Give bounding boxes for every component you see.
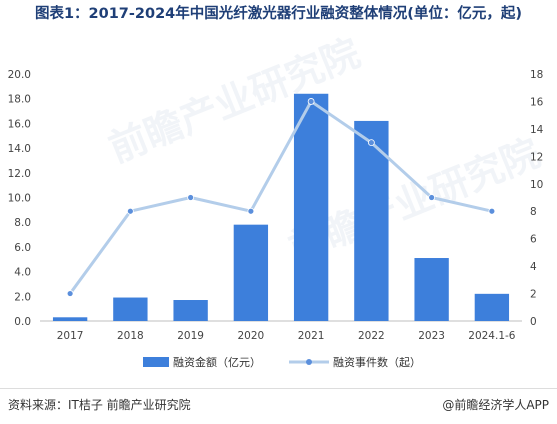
y-right-tick-label: 2 (530, 289, 537, 301)
bar (474, 293, 510, 321)
y-left-tick-label: 6.0 (14, 242, 31, 254)
legend-label: 融资金额（亿元） (173, 355, 261, 369)
x-tick-label: 2017 (57, 330, 84, 342)
line-point (247, 207, 255, 215)
x-tick-label: 2020 (238, 330, 265, 342)
bar (173, 300, 208, 321)
bar (233, 224, 269, 321)
y-left-tick-label: 4.0 (14, 267, 31, 279)
footer-divider (0, 388, 557, 389)
y-left-tick-label: 20.0 (8, 69, 31, 81)
combo-chart: 0.0 2.0 4.0 6.0 8.0 10.0 12.0 14.0 16.0 18.0 20.0 0… (8, 69, 544, 369)
brand-credit: @前瞻经济学人APP (442, 398, 549, 412)
legend-swatch-bar (143, 357, 169, 367)
y-left-tick-label: 14.0 (8, 143, 31, 155)
legend-label: 融资事件数（起） (333, 356, 421, 369)
y-left-tick-label: 18.0 (8, 94, 31, 106)
line-point (126, 207, 134, 215)
x-tick-label: 2023 (418, 330, 445, 342)
line-point (428, 194, 436, 201)
source-note: 资料来源：IT桔子 前瞻产业研究院 (8, 398, 191, 412)
y-right-tick-label: 8 (530, 206, 537, 218)
y-left-tick-label: 0.0 (14, 316, 31, 328)
legend-swatch-point (306, 359, 312, 365)
y-left-tick-label: 12.0 (8, 168, 31, 180)
bar (414, 258, 449, 321)
y-left-tick-label: 16.0 (8, 118, 31, 130)
y-right-tick-label: 6 (530, 234, 537, 246)
bar (113, 297, 148, 321)
y-right-tick-label: 4 (530, 261, 537, 273)
bar (52, 317, 88, 321)
y-right-tick-label: 12 (530, 151, 543, 163)
series-line (68, 99, 493, 295)
x-tick-label: 2022 (358, 330, 385, 342)
y-left-tick-label: 2.0 (14, 291, 31, 303)
chart-title: 图表1：2017-2024年中国光纤激光器行业融资整体情况(单位：亿元，起) (34, 6, 523, 22)
y-left-tick-label: 10.0 (8, 193, 31, 205)
x-tick-label: 2021 (298, 330, 325, 342)
x-tick-label: 2019 (177, 330, 204, 342)
y-right-tick-label: 18 (530, 69, 543, 81)
line-point (307, 98, 315, 105)
y-right-tick-label: 14 (530, 124, 544, 136)
y-right-tick-label: 16 (530, 96, 544, 108)
bar (293, 93, 329, 321)
line-point (488, 207, 496, 215)
x-tick-label: 2018 (117, 330, 144, 342)
x-tick-label: 2024.1-6 (468, 330, 516, 342)
line-point (367, 139, 375, 147)
line-point (187, 194, 195, 201)
y-right-tick-label: 10 (530, 179, 543, 191)
y-right-tick-label: 0 (530, 316, 537, 328)
bar (354, 120, 389, 322)
y-left-tick-label: 8.0 (14, 217, 31, 229)
line-point (66, 290, 74, 297)
